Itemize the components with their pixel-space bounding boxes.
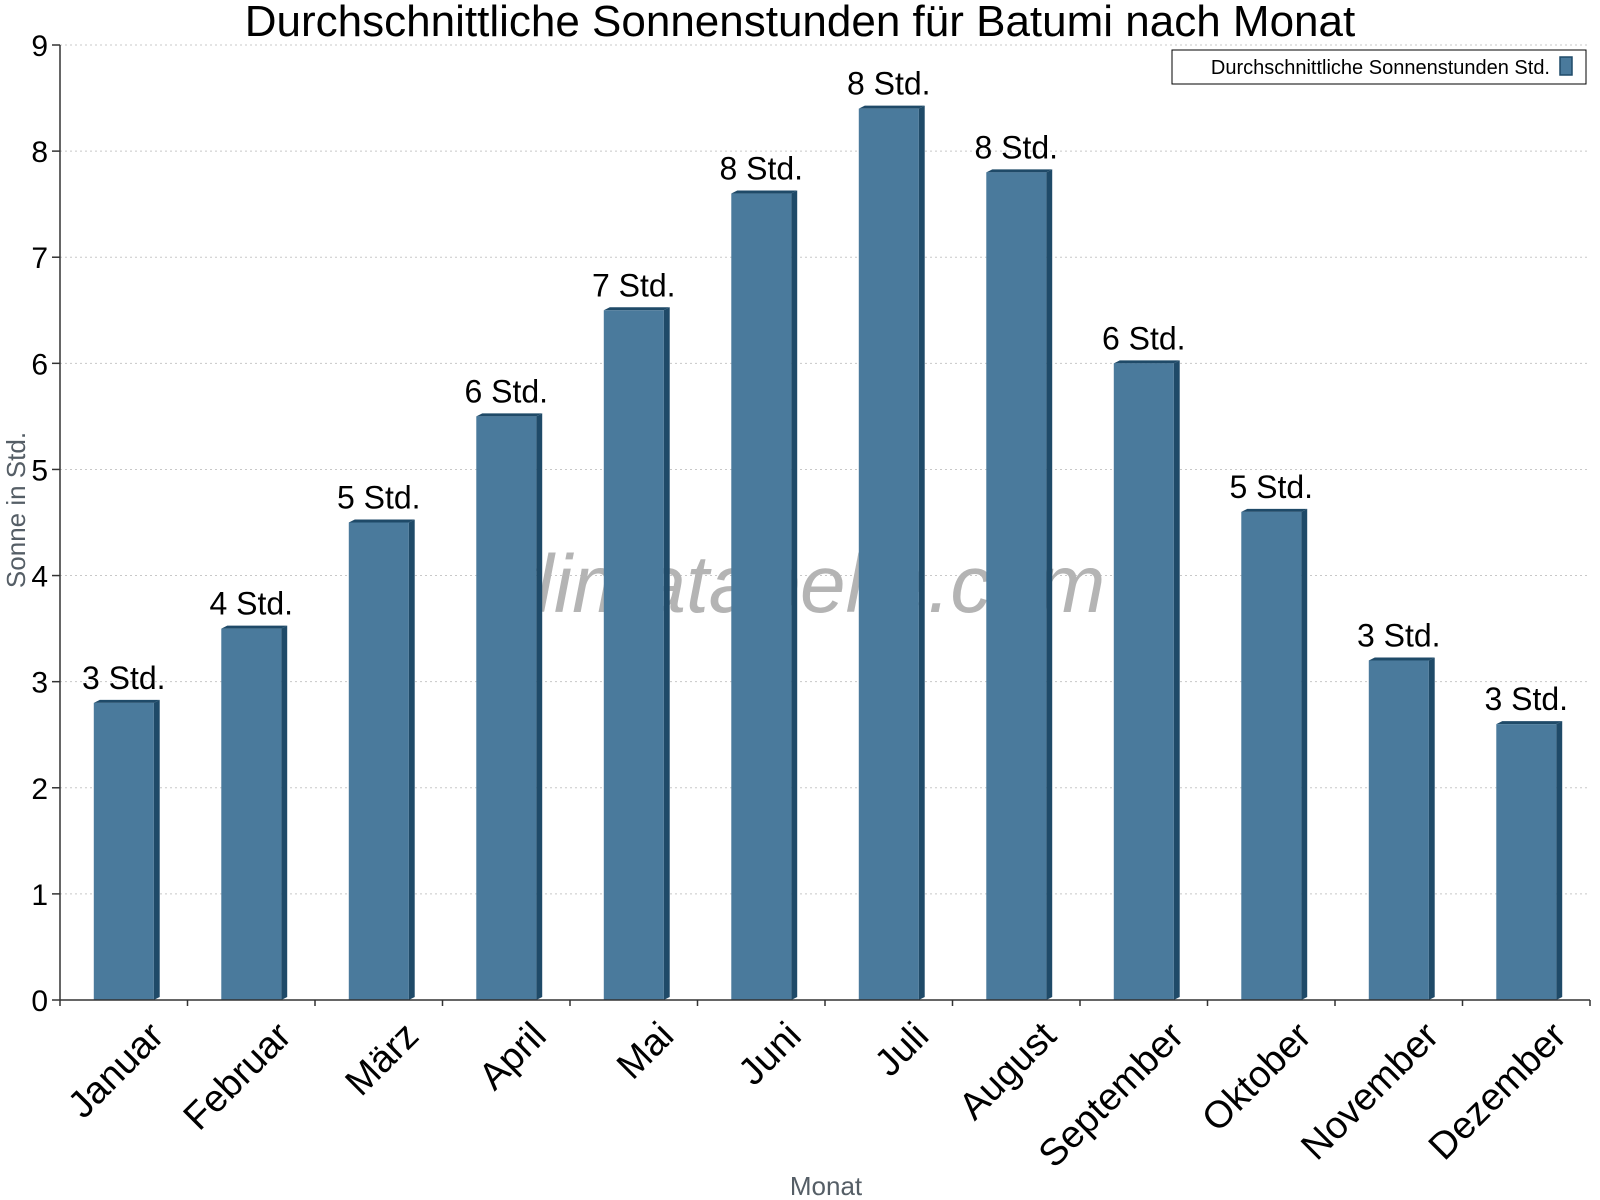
y-tick-label: 0: [31, 985, 48, 1018]
x-tick-label: März: [338, 1015, 427, 1104]
legend: Durchschnittliche Sonnenstunden Std.: [1171, 49, 1587, 85]
bar-group: [1241, 508, 1308, 1000]
data-label: 4 Std.: [209, 586, 293, 622]
bar-group: [986, 169, 1053, 1001]
bar: [221, 628, 282, 1000]
bar-side: [1301, 508, 1308, 1000]
bar-side: [408, 519, 415, 1000]
bar-side: [1556, 721, 1563, 1000]
bar-group: [1113, 360, 1180, 1000]
bar-side: [153, 699, 160, 1000]
y-tick-label: 6: [31, 348, 48, 381]
x-tick-label: April: [471, 1015, 554, 1098]
bar: [1113, 363, 1174, 1000]
y-tick-label: 1: [31, 879, 48, 912]
bar: [858, 108, 919, 1000]
x-axis-title: Monat: [790, 1171, 863, 1200]
bar-top: [731, 190, 798, 194]
x-tick-label: Januar: [60, 1014, 172, 1126]
x-tick-label: August: [951, 1014, 1065, 1128]
bar-group: [858, 105, 925, 1000]
data-label: 7 Std.: [592, 267, 676, 303]
bar-top: [1496, 721, 1563, 725]
chart-title: Durchschnittliche Sonnenstunden für Batu…: [245, 0, 1355, 46]
legend-box: [1171, 49, 1587, 85]
legend-swatch: [1559, 56, 1573, 76]
x-tick-label: Februar: [176, 1014, 300, 1138]
grid-lines: [60, 44, 1590, 895]
y-tick-label: 3: [31, 667, 48, 700]
bar-group: [221, 625, 288, 1000]
bar-side: [536, 413, 543, 1000]
bar-top: [1241, 508, 1308, 512]
bar: [603, 310, 664, 1000]
bar: [986, 172, 1047, 1001]
bar-top: [1368, 657, 1435, 661]
bar-group: [731, 190, 798, 1001]
bar-side: [1046, 169, 1053, 1001]
data-label: 3 Std.: [1357, 617, 1441, 653]
bar-top: [348, 519, 415, 523]
data-label: 8 Std.: [847, 66, 931, 102]
bar: [1368, 660, 1429, 1000]
data-label: 6 Std.: [464, 373, 548, 409]
bar-group: [1496, 721, 1563, 1000]
y-tick-label: 8: [31, 136, 48, 169]
data-label: 8 Std.: [719, 151, 803, 187]
data-label: 3 Std.: [1484, 681, 1568, 717]
bar-side: [918, 105, 925, 1000]
bar-top: [476, 413, 543, 417]
bar-side: [791, 190, 798, 1001]
bar-side: [1428, 657, 1435, 1000]
bar: [731, 193, 792, 1001]
x-tick-label: Juni: [731, 1015, 810, 1094]
data-label: 6 Std.: [1102, 320, 1186, 356]
bar-side: [663, 307, 670, 1000]
x-tick-label: Juli: [867, 1015, 937, 1085]
x-tick-label: Oktober: [1194, 1014, 1320, 1140]
x-tick-label: Mai: [609, 1015, 682, 1088]
axes: 0 1 2 3 4 5 6 7 8 9: [31, 30, 1591, 1018]
bar: [93, 702, 154, 1000]
y-tick-label: 2: [31, 773, 48, 806]
bar-top: [603, 307, 670, 311]
bar-top: [221, 625, 288, 629]
bar-group: [93, 699, 160, 1000]
data-label: 5 Std.: [1229, 469, 1313, 505]
y-axis-title: Sonne in Std.: [1, 432, 31, 588]
y-tick-label: 7: [31, 242, 48, 275]
bar-top: [1113, 360, 1180, 364]
bar: [1496, 724, 1557, 1000]
data-label: 3 Std.: [82, 660, 166, 696]
bar: [476, 416, 537, 1000]
bar-top: [93, 699, 160, 703]
y-tick-label: 9: [31, 30, 48, 63]
data-label: 8 Std.: [974, 129, 1058, 165]
x-tick-label: Dezember: [1421, 1014, 1575, 1168]
y-tick-label: 4: [31, 561, 48, 594]
bar-group: [1368, 657, 1435, 1000]
bar-group: [348, 519, 415, 1000]
x-tick-label: November: [1293, 1014, 1447, 1168]
data-label: 5 Std.: [337, 480, 421, 516]
legend-label: Durchschnittliche Sonnenstunden Std.: [1211, 57, 1550, 79]
bar: [1241, 511, 1302, 1000]
bar: [348, 522, 409, 1000]
y-tick-label: 5: [31, 454, 48, 487]
bar-top: [858, 105, 925, 109]
bar-group: [476, 413, 543, 1000]
bar-group: [603, 307, 670, 1000]
bar-top: [986, 169, 1053, 173]
bar-side: [281, 625, 288, 1000]
bar-side: [1173, 360, 1180, 1000]
